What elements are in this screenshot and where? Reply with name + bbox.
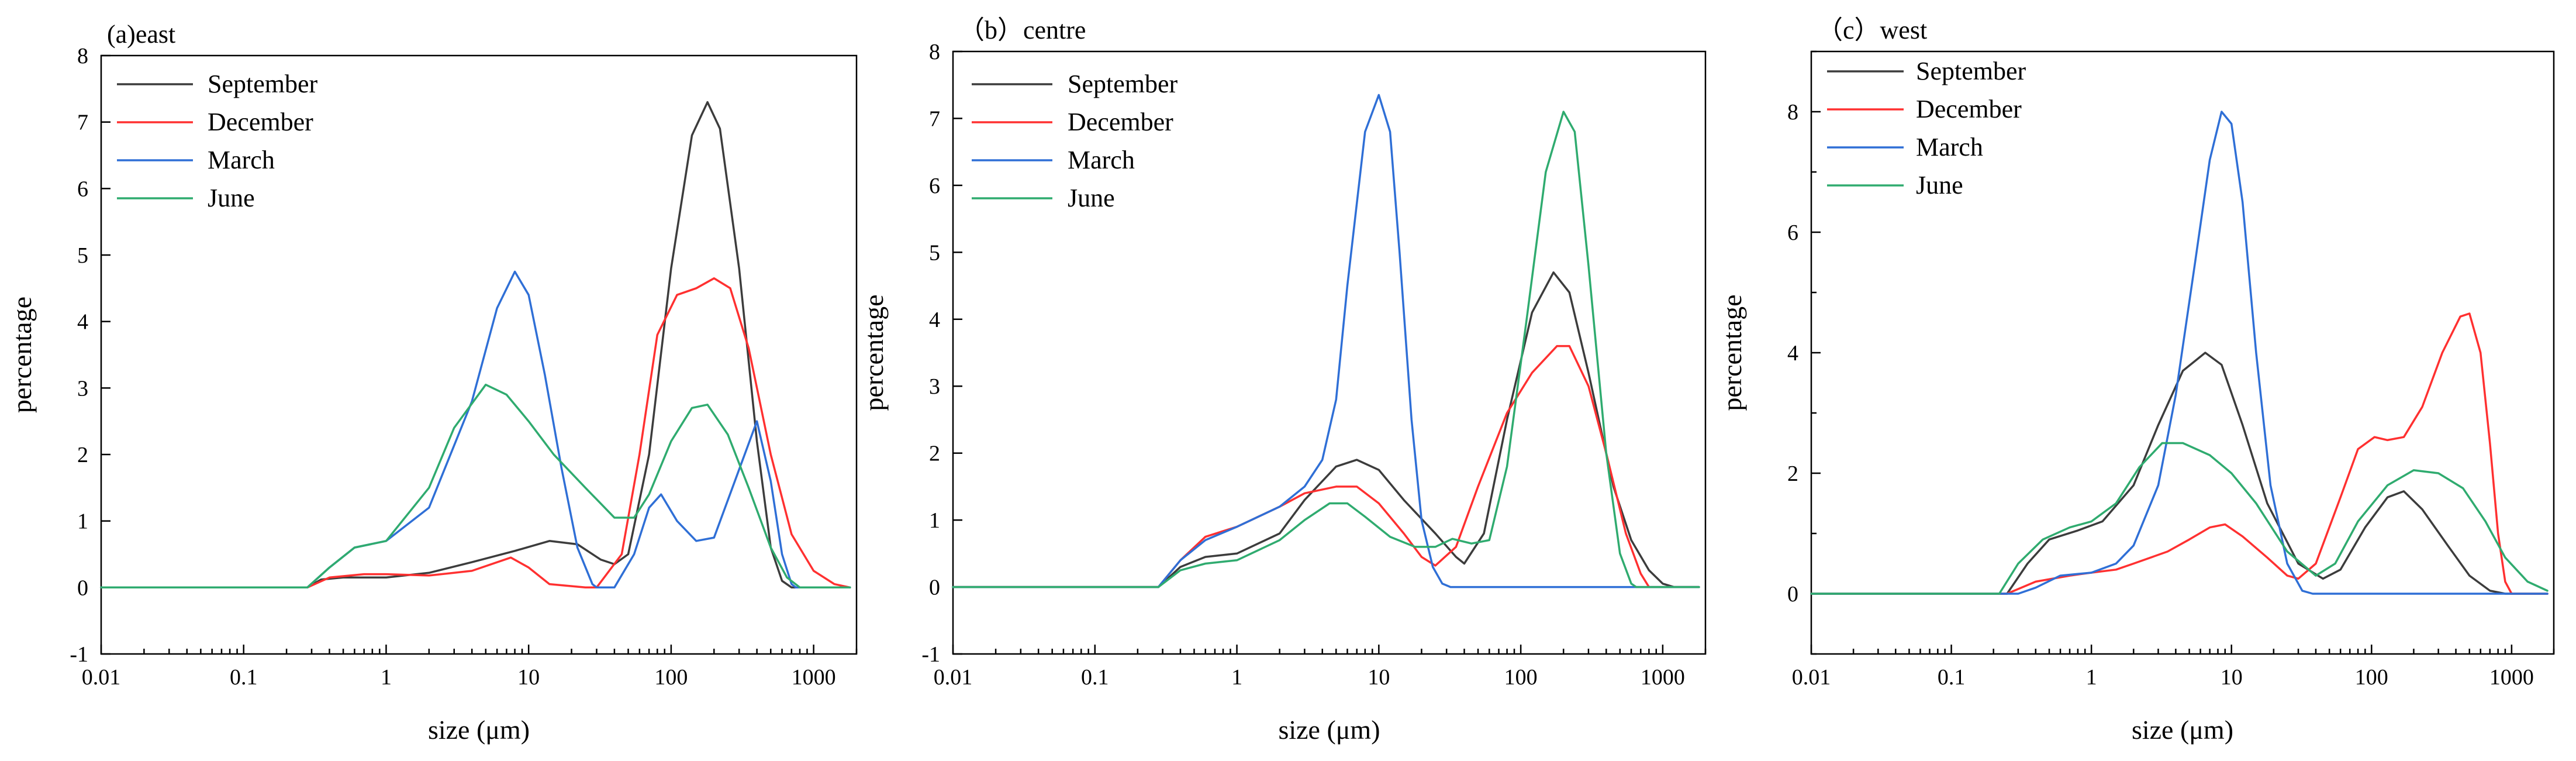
x-tick-label: 0.1 bbox=[230, 665, 258, 690]
y-tick-label: 8 bbox=[1787, 100, 1798, 125]
y-tick-label: 4 bbox=[1787, 341, 1798, 366]
plot-frame bbox=[952, 50, 1707, 655]
legend-label-december: December bbox=[208, 108, 313, 136]
x-tick-label: 0.1 bbox=[1938, 665, 1966, 690]
x-tick-label: 10 bbox=[2221, 665, 2243, 690]
legend-label-march: March bbox=[1916, 133, 1983, 161]
x-tick-label: 1 bbox=[1231, 665, 1242, 690]
legend-label-september: September bbox=[208, 70, 318, 98]
legend: September December March June bbox=[1827, 57, 2026, 199]
y-tick-label: 7 bbox=[77, 111, 88, 135]
x-tick-label: 100 bbox=[2355, 665, 2388, 690]
y-tick-label: 7 bbox=[929, 106, 940, 131]
x-tick-label: 1000 bbox=[1641, 665, 1685, 690]
panel-title: （b）centre bbox=[959, 16, 1086, 44]
y-tick-label: 2 bbox=[929, 442, 940, 466]
legend-label-december: December bbox=[1916, 95, 2022, 123]
x-axis-title: size (μm) bbox=[1278, 715, 1380, 745]
y-tick-label: 6 bbox=[929, 174, 940, 198]
y-tick-label: 8 bbox=[77, 44, 88, 68]
series-line-june bbox=[1810, 442, 2549, 595]
x-tick-label: 10 bbox=[517, 665, 540, 690]
y-tick-label: 2 bbox=[77, 443, 88, 467]
legend-label-september: September bbox=[1916, 57, 2026, 85]
y-axis-title: percentage bbox=[1717, 294, 1747, 411]
legend-label-march: March bbox=[1068, 146, 1135, 174]
series-line-june bbox=[952, 111, 1700, 588]
y-axis-title: percentage bbox=[859, 294, 889, 411]
plot-frame bbox=[100, 54, 858, 655]
y-tick-label: -1 bbox=[921, 642, 940, 667]
x-tick-label: 1 bbox=[381, 665, 392, 690]
x-tick-label: 1 bbox=[2086, 665, 2097, 690]
x-axis-title: size (μm) bbox=[428, 715, 530, 745]
series-line-september bbox=[100, 101, 851, 589]
legend-label-june: June bbox=[208, 184, 255, 212]
y-tick-label: 4 bbox=[77, 310, 88, 335]
panel-title: （c）west bbox=[1817, 16, 1927, 44]
x-tick-label: 1000 bbox=[2489, 665, 2534, 690]
series-line-december bbox=[1810, 312, 2549, 595]
x-tick-label: 0.01 bbox=[1792, 665, 1831, 690]
series-line-june bbox=[100, 383, 851, 589]
series-line-september bbox=[1810, 352, 2549, 595]
x-tick-label: 1000 bbox=[792, 665, 836, 690]
x-tick-label: 100 bbox=[1504, 665, 1538, 690]
y-tick-label: 0 bbox=[77, 576, 88, 600]
series-line-december bbox=[952, 345, 1700, 588]
y-tick-label: 1 bbox=[929, 508, 940, 533]
x-tick-label: 0.01 bbox=[82, 665, 121, 690]
y-tick-label: 2 bbox=[1787, 462, 1798, 486]
panel-2: 0.01 0.1 1 10 100 1000 0 2 4 6 8 size (μm) percentag… bbox=[1717, 16, 2555, 745]
y-tick-label: 4 bbox=[929, 308, 940, 332]
legend: September December March June bbox=[972, 70, 1178, 212]
y-tick-label: 3 bbox=[929, 374, 940, 399]
legend-label-september: September bbox=[1068, 70, 1178, 98]
x-axis-title: size (μm) bbox=[2132, 715, 2233, 745]
legend: September December March June bbox=[117, 70, 318, 212]
x-tick-label: 0.1 bbox=[1081, 665, 1109, 690]
y-tick-label: 5 bbox=[929, 240, 940, 265]
y-tick-label: 0 bbox=[1787, 582, 1798, 607]
y-tick-label: 6 bbox=[77, 177, 88, 201]
y-tick-label: 1 bbox=[77, 509, 88, 534]
x-tick-label: 100 bbox=[654, 665, 688, 690]
series-line-march bbox=[1810, 111, 2549, 595]
y-tick-label: 5 bbox=[77, 243, 88, 268]
series-line-march bbox=[100, 270, 851, 589]
legend-label-march: March bbox=[208, 146, 275, 174]
y-tick-label: 3 bbox=[77, 376, 88, 401]
series-line-march bbox=[952, 94, 1700, 588]
y-tick-label: 8 bbox=[929, 40, 940, 64]
panel-0: 0.01 0.1 1 10 100 1000 -1 0 1 2 3 4 5 6 7 8 size (μm) per… bbox=[7, 20, 858, 745]
series-line-september bbox=[952, 271, 1700, 588]
legend-label-june: June bbox=[1068, 184, 1115, 212]
x-tick-label: 0.01 bbox=[934, 665, 973, 690]
series-line-december bbox=[100, 277, 851, 589]
y-tick-label: -1 bbox=[70, 642, 88, 667]
y-axis-title: percentage bbox=[7, 297, 37, 413]
x-tick-label: 10 bbox=[1368, 665, 1390, 690]
legend-label-december: December bbox=[1068, 108, 1173, 136]
legend-label-june: June bbox=[1916, 171, 1963, 199]
panel-1: 0.01 0.1 1 10 100 1000 -1 0 1 2 3 4 5 6 7 8 size (μm) per… bbox=[859, 16, 1707, 745]
panel-title: (a)east bbox=[107, 20, 175, 49]
y-tick-label: 6 bbox=[1787, 221, 1798, 245]
y-tick-label: 0 bbox=[929, 576, 940, 600]
